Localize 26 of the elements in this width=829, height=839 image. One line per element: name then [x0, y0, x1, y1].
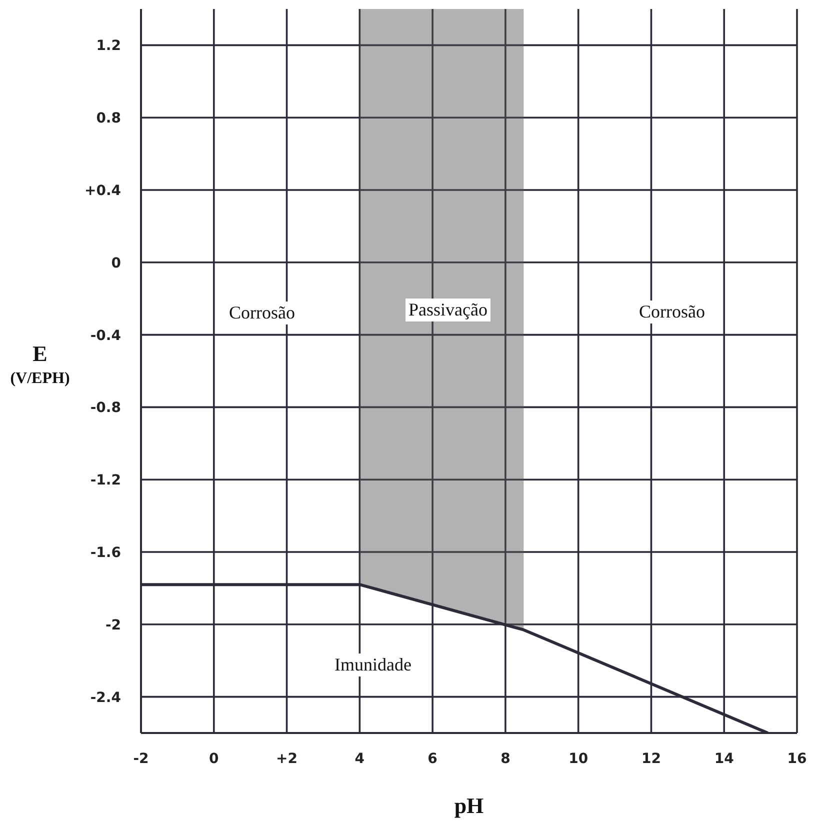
x-tick-label: 8	[500, 750, 510, 767]
annotation: Corrosão	[636, 300, 708, 324]
x-tick-label: +2	[276, 750, 298, 767]
y-tick-label: +0.4	[84, 182, 122, 199]
y-tick-label: -0.4	[90, 328, 122, 344]
y-tick-label: -2.4	[90, 690, 122, 706]
x-tick-label: 6	[428, 750, 438, 767]
annotation: Imunidade	[332, 654, 414, 676]
x-tick-label: -2	[133, 750, 149, 767]
y-tick-label: -1.2	[90, 472, 121, 489]
x-tick-label: 0	[209, 750, 220, 767]
x-tick-label: 4	[354, 750, 365, 767]
annotation: Corrosão	[226, 302, 298, 324]
x-tick-label: 14	[714, 750, 734, 767]
x-axis-title: pH	[454, 793, 484, 818]
y-tick-label: 1.2	[96, 38, 121, 54]
x-tick-label: 16	[787, 750, 807, 767]
x-tick-label: 10	[568, 750, 588, 767]
y-axis-title: E (V/EPH)	[10, 341, 70, 387]
y-tick-label: 0	[111, 255, 122, 272]
annotation: Passivação	[406, 298, 490, 322]
y-tick-label: -1.6	[90, 544, 121, 561]
y-tick-label: -0.8	[90, 400, 121, 416]
y-tick-label: 0.8	[96, 110, 121, 127]
x-tick-label: 12	[641, 750, 661, 767]
y-tick-label: -2	[105, 617, 121, 634]
